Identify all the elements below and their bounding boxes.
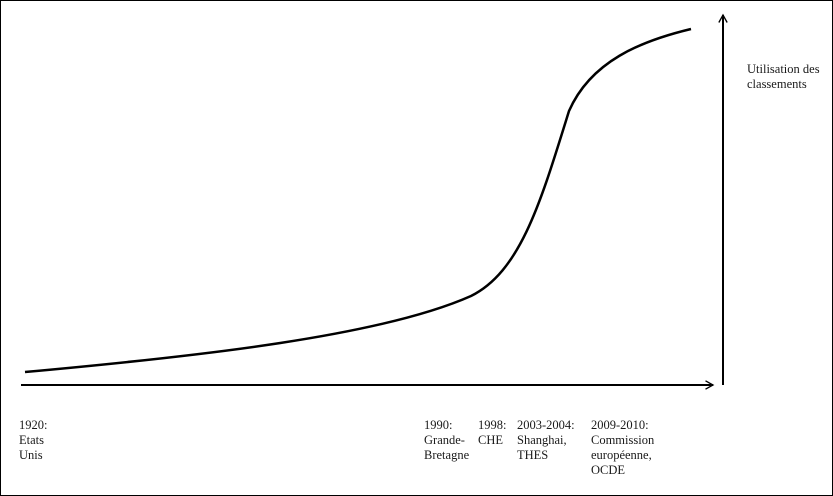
milestone-1998: 1998: CHE [478,418,507,447]
milestone-1920: 1920: Etats Unis [19,418,48,462]
y-axis-label: Utilisation des classements [747,62,820,91]
usage-growth-curve [24,27,692,374]
milestone-2009-2010: 2009-2010: Commission européenne, OCDE [591,418,655,477]
milestone-2003-2004: 2003-2004: Shanghai, THES [517,418,575,462]
milestone-1990: 1990: Grande- Bretagne [424,418,470,462]
